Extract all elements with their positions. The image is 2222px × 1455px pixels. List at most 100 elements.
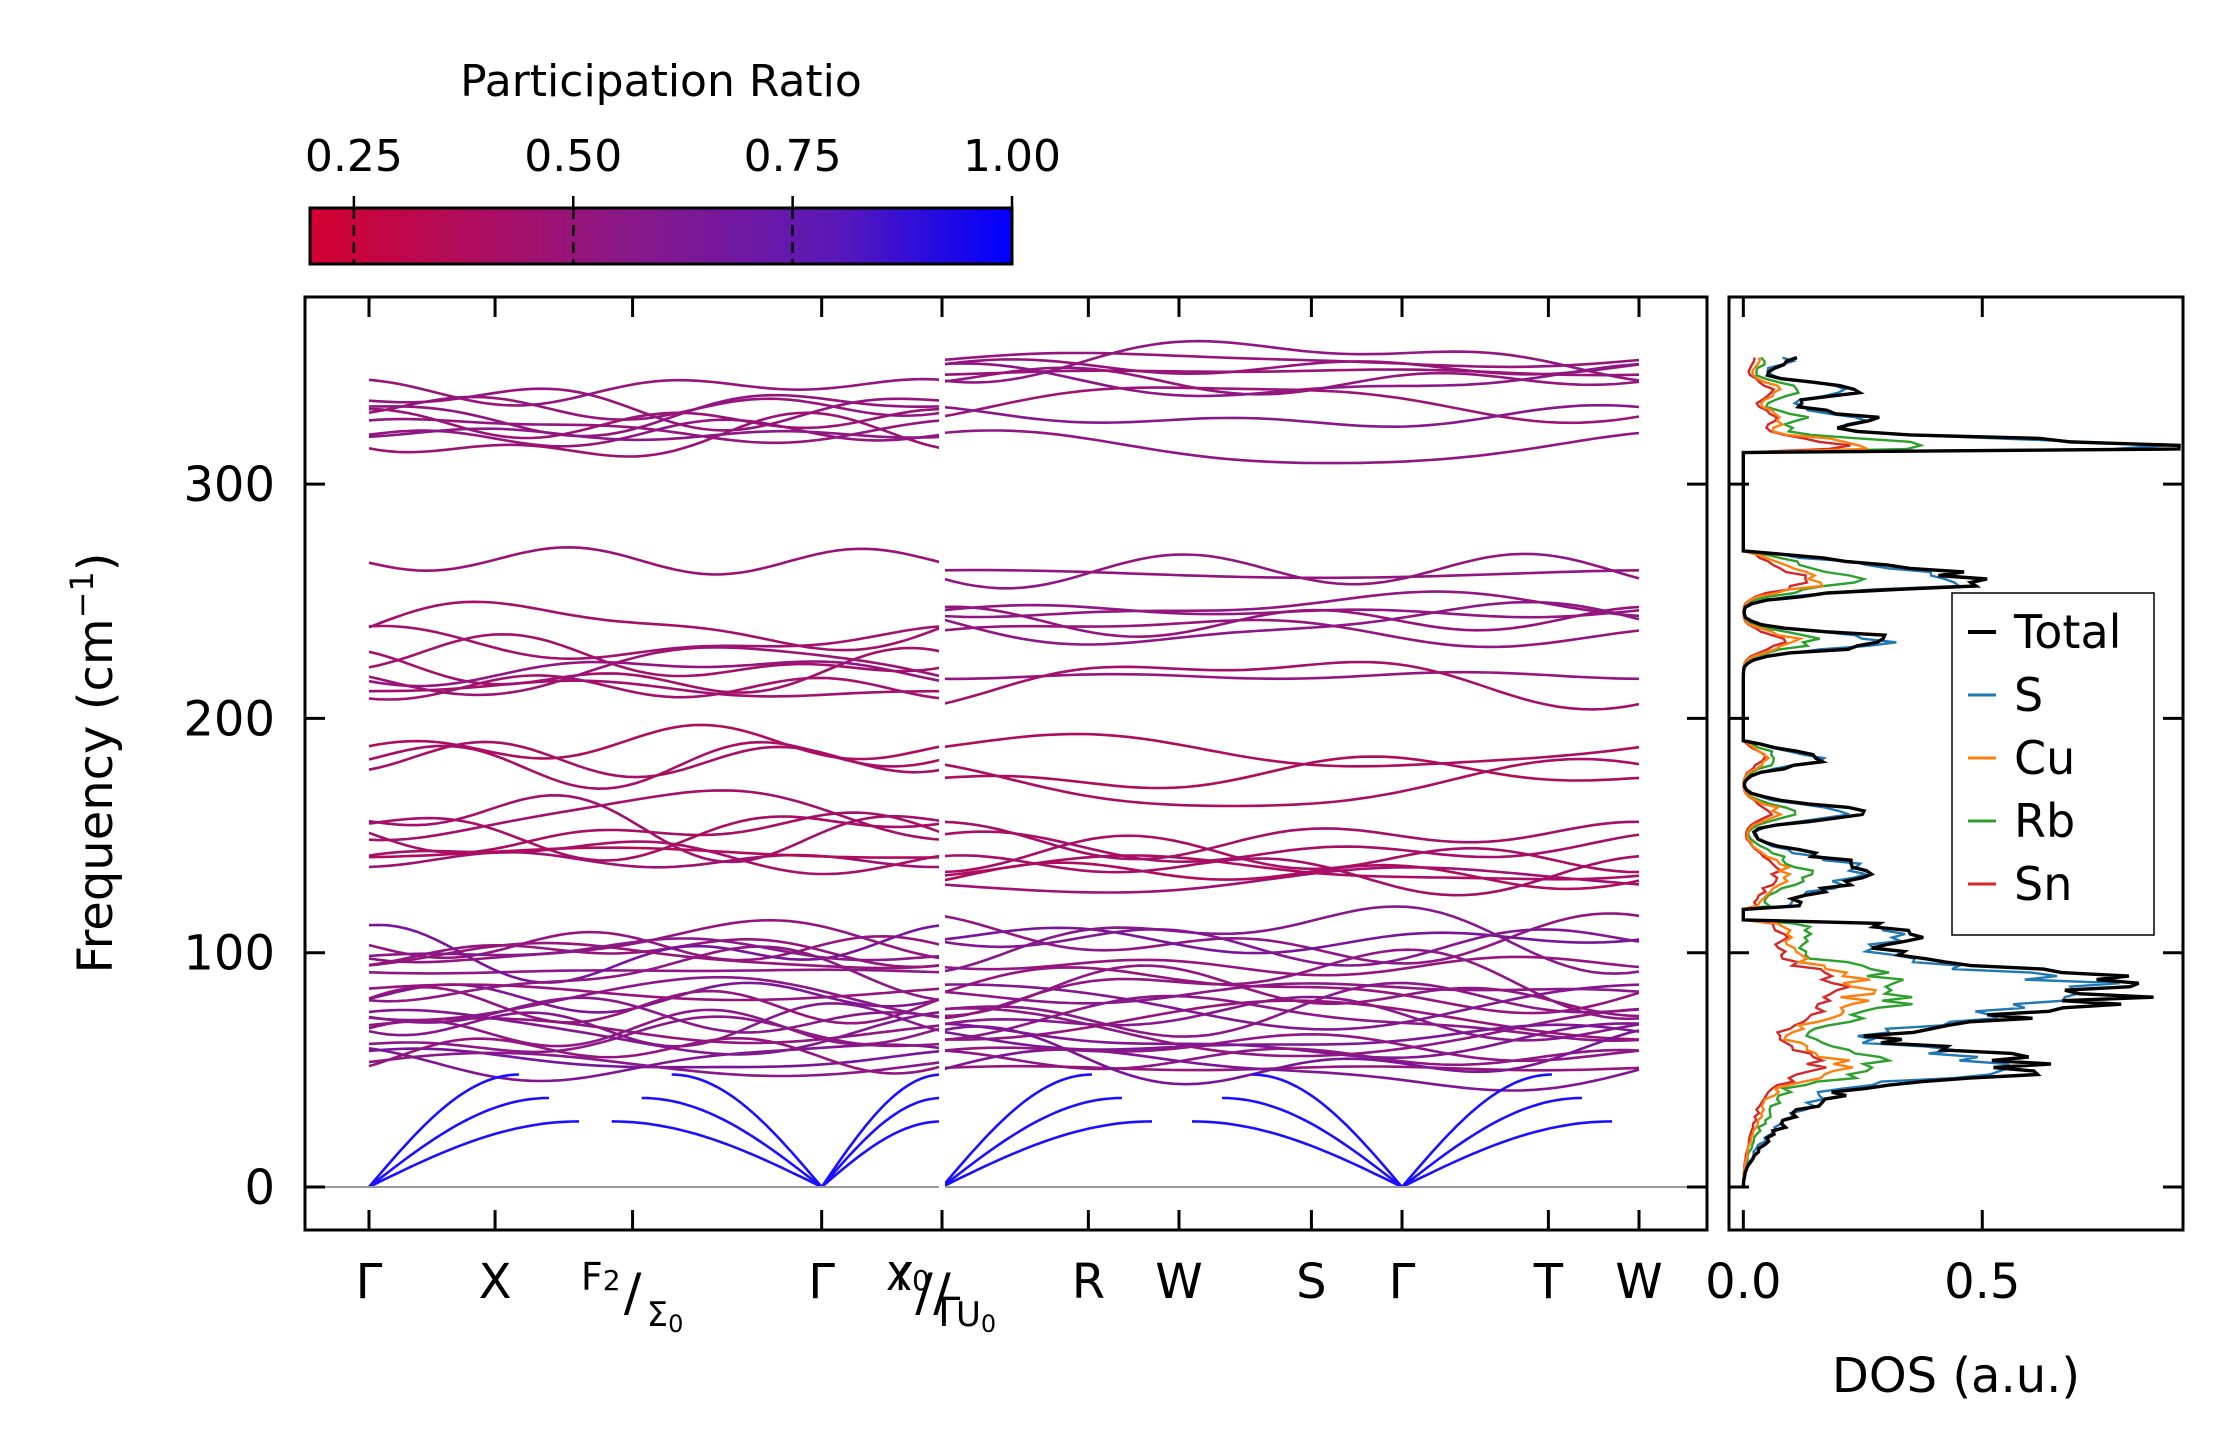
colorbar-tick-label: 0.50 (524, 131, 622, 182)
x-tick-label-pair: Y0/U0 (888, 1255, 996, 1338)
band-line (368, 377, 943, 407)
y-tick-label: 0 (244, 1160, 275, 1216)
band-line (368, 393, 943, 438)
band-line (368, 1008, 943, 1048)
band-line (368, 1043, 943, 1083)
band-frame (303, 295, 1709, 1232)
band-line (368, 941, 943, 970)
acoustic-branch (368, 1096, 550, 1189)
x-tick-label: T (1533, 1254, 1564, 1310)
colorbar: Participation Ratio 0.25 0.50 0.75 1.00 (305, 56, 1061, 266)
x-tick-label-pair: F2/Σ0 (581, 1255, 683, 1338)
band-y-ticks: 0 100 200 300 (183, 457, 1707, 1216)
colorbar-title: Participation Ratio (460, 56, 862, 107)
dos-panel: 0.0 0.5 DOS (a.u.) Total S Cu Rb Sn (1705, 295, 2185, 1404)
acoustic-branch (1251, 1073, 1403, 1188)
x-tick-label: R (1072, 1254, 1105, 1310)
x-tick-label: Γ (356, 1254, 383, 1310)
band-line (941, 1023, 1640, 1051)
acoustic-branch (1401, 1120, 1613, 1189)
band-line (368, 918, 943, 964)
band-line (368, 1008, 943, 1056)
colorbar-tick-label: 1.00 (963, 131, 1061, 182)
band-line (368, 985, 943, 1025)
band-line (941, 552, 1640, 590)
band-line (941, 568, 1640, 580)
band-line (368, 1037, 943, 1075)
x-tick-label-slash: / (915, 1263, 933, 1323)
x-tick-label-pair: X / Γ (886, 1255, 961, 1336)
band-line (941, 995, 1640, 1042)
legend-label: S (2014, 668, 2043, 722)
band-line (941, 600, 1640, 646)
x-tick-label-slash: / (624, 1263, 642, 1323)
band-line (941, 830, 1640, 864)
legend-frame (1951, 592, 2155, 936)
band-line (368, 660, 943, 688)
x-tick-label: X (479, 1254, 512, 1310)
band-line (368, 740, 943, 779)
acoustic-branch (941, 1120, 1153, 1189)
band-line (368, 1051, 943, 1078)
band-line (941, 339, 1640, 384)
band-line (941, 905, 1640, 975)
band-line (368, 411, 943, 458)
x-tick-label-lower: Σ0 (647, 1295, 684, 1338)
band-line (368, 600, 943, 652)
colorbar-tick-label: 0.25 (305, 131, 403, 182)
band-line (368, 846, 943, 859)
band-line (368, 815, 943, 862)
band-line (368, 674, 943, 701)
band-line (368, 646, 943, 697)
acoustic-branch (941, 1073, 1093, 1188)
colorbar-gradient (308, 206, 1014, 266)
band-line (941, 948, 1640, 1021)
band-line (941, 955, 1640, 977)
acoustic-branch (1401, 1073, 1553, 1188)
band-line (941, 982, 1640, 1005)
band-line (941, 618, 1640, 649)
band-line (941, 927, 1640, 967)
acoustic-branch (820, 1096, 943, 1188)
dos-lines (1741, 355, 2181, 1188)
acoustic-branch (1221, 1096, 1403, 1189)
band-line (941, 964, 1640, 1018)
band-line (941, 755, 1640, 790)
acoustic-branch (368, 1120, 580, 1189)
x-tick-label: S (1296, 1254, 1326, 1310)
band-line (941, 403, 1640, 429)
band-line (368, 789, 943, 842)
colorbar-ticks: 0.25 0.50 0.75 1.00 (305, 131, 1061, 264)
dos-series-total (1741, 355, 2181, 1188)
band-line (368, 545, 943, 576)
band-line (941, 994, 1640, 1043)
band-line (941, 429, 1640, 465)
x-tick-label: Γ (1389, 1254, 1416, 1310)
band-line (368, 1015, 943, 1054)
band-line (368, 937, 943, 962)
band-line (368, 418, 943, 448)
x-tick-label-lower: Γ (938, 1290, 961, 1336)
acoustic-branch (820, 1073, 943, 1188)
x-tick-label: Γ (808, 1254, 835, 1310)
band-line (368, 930, 943, 962)
acoustic-branch (641, 1096, 823, 1189)
band-line (941, 820, 1640, 861)
y-tick-label: 200 (183, 691, 275, 747)
band-line (941, 854, 1640, 881)
band-line (941, 660, 1640, 711)
band-y-axis-title: Frequency (cm−1) (63, 552, 124, 973)
band-line (368, 983, 943, 1002)
band-line (368, 945, 943, 1003)
band-line (941, 605, 1640, 639)
y-tick-label: 300 (183, 457, 275, 513)
band-x-ticks: Γ X F2/Σ0Γ Y0/U0X / ΓR W S Γ T W (356, 297, 1663, 1338)
y-tick-label: 100 (183, 926, 275, 982)
dos-x-tick-label: 0.0 (1705, 1254, 1781, 1310)
acoustic-branch (611, 1120, 823, 1189)
band-line (941, 854, 1640, 897)
band-line (941, 670, 1640, 681)
colorbar-tick-label: 0.75 (744, 131, 842, 182)
